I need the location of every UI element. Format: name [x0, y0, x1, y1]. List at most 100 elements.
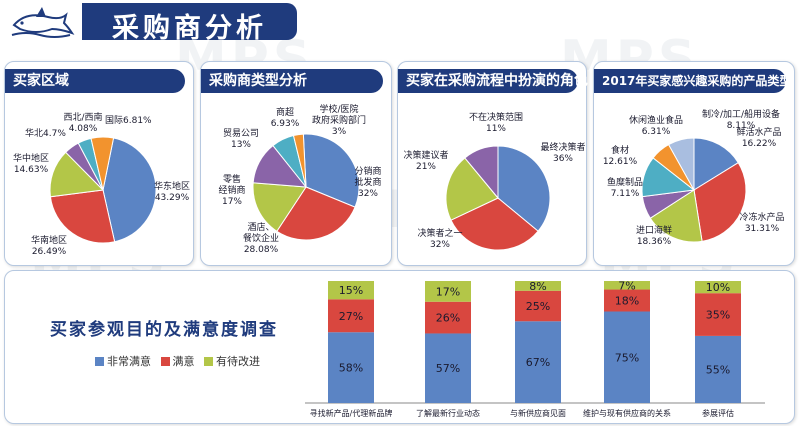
pie-chart-buyer-region: 华东地区 43.29% 华南地区 26.49% 华中地区 14.63% 华北4.7%西北/西… — [13, 111, 190, 257]
pie-slice-label: 华中地区 14.63% — [13, 152, 49, 175]
bar-segment — [695, 335, 741, 403]
pie-chart-product-interest: 鲜活水产品 16.22% 冷冻水产品 31.31% 进口海鲜 18.36% 鱼糜制品 7.11… — [603, 108, 785, 247]
pie-slice-label: 不在决策范围 11% — [469, 111, 523, 134]
bar-segment — [695, 281, 741, 294]
bar-segment — [425, 301, 471, 334]
bar-value-label: 7% — [618, 279, 635, 292]
pie-slice-label: 鱼糜制品 7.11% — [607, 176, 643, 199]
pie-slice-label: 贸易公司 13% — [223, 127, 259, 150]
pie-slice-label: 最终决策者 36% — [540, 141, 585, 164]
legend-item: 非常满意 — [95, 353, 151, 369]
pie-slice — [90, 136, 115, 191]
bar-value-label: 17% — [436, 285, 460, 298]
bar-value-label: 26% — [436, 312, 460, 325]
panel-product-interest: 2017年买家感兴趣采购的产品类型 鲜活水产品 16.22% 冷冻水产品 31.31%… — [593, 61, 795, 266]
fish-logo-icon — [6, 3, 78, 41]
pie-slice-label: 分销商批发商 32% — [354, 165, 381, 199]
legend-item: 满意 — [160, 353, 195, 369]
panel-title: 买家区域 — [5, 69, 185, 93]
legend-label: 满意 — [172, 355, 195, 368]
pie-slice — [445, 157, 499, 221]
pie-slice — [102, 137, 157, 243]
pie-slice-label: 决策者之一 32% — [417, 227, 462, 250]
category-label: 维护与现有供应商的关系 — [583, 408, 671, 418]
panel-title: 采购商类型分析 — [201, 69, 383, 93]
bar-value-label: 67% — [526, 356, 550, 369]
bar-value-label: 15% — [339, 284, 363, 297]
pie-slice-label: 决策建议者 21% — [403, 149, 448, 172]
bar-segment — [425, 281, 471, 302]
header-title-bar: 采购商分析 — [82, 3, 297, 44]
pie-slice — [292, 133, 307, 188]
bar-value-label: 18% — [615, 295, 639, 308]
pie-slice — [49, 189, 116, 244]
pie-slice-label: 学校/医院政府采购部门 3% — [312, 103, 366, 137]
pie-slice — [49, 151, 105, 198]
pie-chart-buyer-role: 最终决策者 36% 决策者之一 32% 决策建议者 21% 不在决策范围 11% — [403, 111, 586, 251]
pie-slice-label: 华南地区 26.49% — [31, 234, 67, 257]
pie-slice-label: 西北/西南 4.08% — [63, 111, 102, 134]
pie-slice-label: 制冷/加工/船用设备 8.11% — [702, 108, 780, 131]
pie-slice — [302, 133, 360, 208]
bar-value-label: 25% — [526, 300, 550, 313]
bar-chart-legend: 非常满意 满意 有待改进 — [95, 353, 266, 369]
pie-slice-label: 商超 6.93% — [271, 106, 300, 129]
legend-swatch — [160, 357, 170, 366]
bar-segment — [328, 299, 374, 333]
pie-slice-label: 国际6.81% — [105, 115, 152, 126]
pie-slice-label: 华东地区 43.29% — [154, 180, 190, 203]
pie-slice-label: 零售经销商 17% — [218, 173, 245, 207]
pie-slice-label: 食材 12.61% — [603, 144, 638, 167]
bar-value-label: 57% — [436, 362, 460, 375]
bar-value-label: 75% — [615, 351, 639, 364]
bar-value-label: 55% — [706, 363, 730, 376]
pie-slice-label: 休闲渔业食品 6.31% — [629, 114, 683, 137]
pie-slice — [667, 137, 695, 192]
pie-slice-label: 酒店、餐饮企业 28.08% — [243, 221, 279, 255]
bar-value-label: 10% — [706, 281, 730, 294]
panel-title: 买家在采购流程中扮演的角色 — [398, 69, 588, 93]
bar-segment — [604, 289, 650, 312]
bar-segment — [515, 321, 561, 403]
panel-title: 2017年买家感兴趣采购的产品类型 — [594, 69, 791, 93]
pie-slice — [252, 182, 307, 232]
pie-slice — [497, 145, 551, 232]
bar-segment — [328, 281, 374, 300]
category-label: 与新供应商见面 — [510, 408, 566, 418]
legend-swatch — [204, 357, 213, 366]
page-title: 采购商分析 — [112, 13, 267, 44]
bar-value-label: 8% — [529, 280, 546, 293]
category-label: 参展评估 — [702, 408, 734, 418]
stacked-bar-chart: 58% 27% 15% 寻找新产品/代理新品牌 57% 26% 17% 了解最新行业动态 67%… — [305, 279, 765, 418]
bar-segment — [515, 290, 561, 322]
pie-slice — [693, 162, 747, 242]
legend-item: 有待改进 — [204, 353, 260, 369]
legend-swatch — [95, 357, 104, 366]
bar-value-label: 27% — [339, 310, 363, 323]
bar-segment — [604, 311, 650, 403]
pie-slice — [276, 186, 356, 241]
category-label: 寻找新产品/代理新品牌 — [310, 408, 393, 418]
bar-chart-title: 买家参观目的及满意度调查 — [50, 320, 278, 340]
bar-segment — [425, 333, 471, 403]
bar-value-label: 35% — [706, 309, 730, 322]
category-label: 了解最新行业动态 — [416, 408, 480, 418]
bar-segment — [604, 281, 650, 290]
pie-slice — [450, 197, 539, 251]
bar-segment — [328, 332, 374, 403]
pie-slice-label: 进口海鲜 18.36% — [636, 224, 672, 247]
pie-slice-label: 华北4.7% — [25, 127, 66, 139]
pie-slice — [464, 145, 499, 200]
pie-chart-buyer-type: 分销商批发商 32% 酒店、餐饮企业 28.08% 零售经销商 17% 贸易公司 13% 商超 6… — [218, 103, 381, 255]
pie-slice — [693, 137, 739, 191]
page-header: 采购商分析 — [0, 0, 800, 44]
pie-slice — [649, 189, 703, 243]
panel-buyer-role: 买家在采购流程中扮演的角色 最终决策者 36% 决策者之一 32% 决策建议者 21% 不在… — [397, 61, 588, 266]
panel-buyer-type: 采购商类型分析 分销商批发商 32% 酒店、餐饮企业 28.08% 零售经销商 17% 贸易… — [200, 61, 392, 266]
panel-buyer-region: 买家区域 华东地区 43.29% 华南地区 26.49% 华中地区 14.63% 华北4.7… — [4, 61, 194, 266]
bar-segment — [515, 281, 561, 291]
legend-label: 有待改进 — [216, 355, 260, 368]
bar-value-label: 58% — [339, 362, 363, 375]
pie-slice-label: 鲜活水产品 16.22% — [736, 126, 781, 149]
pie-slice-label: 冷冻水产品 31.31% — [739, 211, 784, 234]
